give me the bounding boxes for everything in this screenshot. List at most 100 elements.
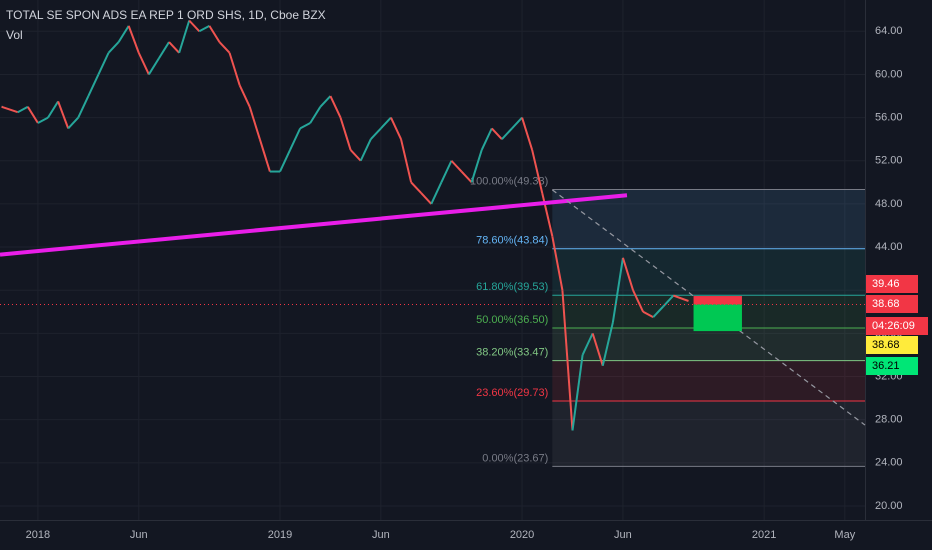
- price-segment: [460, 170, 473, 184]
- price-segment: [380, 116, 392, 130]
- fib-zone: [552, 360, 865, 402]
- fib-label: 23.60%(29.73): [476, 387, 548, 399]
- price-segment: [117, 25, 130, 43]
- price-segment: [642, 310, 654, 319]
- price-label-bg: [866, 336, 918, 354]
- price-segment: [591, 333, 604, 367]
- price-segment: [491, 127, 503, 140]
- x-tick-label: Jun: [130, 529, 148, 541]
- price-segment: [97, 52, 110, 75]
- price-segment: [218, 41, 231, 54]
- price-segment: [26, 106, 39, 124]
- price-segment: [390, 117, 402, 140]
- price-segment: [551, 236, 564, 291]
- price-segment: [420, 192, 433, 205]
- y-tick-label: 52.00: [875, 155, 903, 167]
- price-segment: [632, 289, 645, 313]
- price-segment: [511, 116, 523, 130]
- stop-zone: [693, 296, 742, 305]
- price-segment: [208, 25, 221, 43]
- trend-line: [0, 193, 628, 257]
- price-label-bg: [866, 317, 928, 335]
- price-segment: [1, 105, 19, 114]
- price-segment: [279, 149, 291, 172]
- price-segment: [430, 181, 443, 205]
- y-tick-label: 60.00: [875, 68, 903, 80]
- target-zone: [693, 304, 742, 332]
- y-tick-label: 56.00: [875, 111, 903, 123]
- price-segment: [57, 101, 70, 129]
- price-segment: [228, 52, 241, 86]
- price-segment: [561, 290, 574, 431]
- price-segment: [581, 332, 594, 356]
- price-segment: [319, 95, 332, 108]
- y-tick-label: 64.00: [875, 25, 903, 37]
- price-segment: [248, 106, 261, 140]
- grid: [0, 0, 865, 520]
- price-segment: [450, 160, 463, 173]
- price-segment: [77, 95, 90, 119]
- price-segment: [531, 149, 544, 194]
- price-segment: [470, 149, 483, 183]
- price-segment: [611, 257, 624, 323]
- x-tick-label: 2020: [510, 529, 534, 541]
- fib-zone: [552, 248, 865, 296]
- volume-label: Vol: [6, 28, 23, 42]
- price-label: 36.21: [872, 360, 900, 372]
- fib-label: 0.00%(23.67): [482, 452, 548, 464]
- x-tick-label: Jun: [372, 529, 390, 541]
- price-label-bg: [866, 275, 918, 293]
- price-segment: [67, 116, 80, 130]
- y-tick-label: 20.00: [875, 500, 903, 512]
- fib-zone: [552, 189, 865, 249]
- price-segment: [440, 160, 453, 183]
- y-tick-label: 24.00: [875, 457, 903, 469]
- price-segment: [198, 25, 210, 33]
- price-label: 38.68: [872, 339, 900, 351]
- price-label: 04:26:09: [872, 320, 915, 332]
- price-series: [1, 19, 689, 431]
- price-segment: [410, 181, 422, 194]
- price-segment: [17, 105, 29, 114]
- price-segment: [652, 305, 665, 318]
- price-segment: [258, 138, 271, 172]
- price-segment: [309, 106, 322, 124]
- price-segment: [521, 117, 534, 151]
- fib-zone: [552, 401, 865, 467]
- x-tick-label: 2019: [268, 529, 292, 541]
- projection-line: [551, 189, 866, 426]
- x-tick-label: Jun: [614, 529, 632, 541]
- y-tick-label: 48.00: [875, 198, 903, 210]
- price-segment: [359, 138, 372, 162]
- price-segment: [158, 41, 170, 59]
- fib-label: 100.00%(49.33): [470, 175, 548, 187]
- fib-label: 61.80%(39.53): [476, 281, 548, 293]
- price-segment: [47, 100, 59, 119]
- price-segment: [87, 74, 100, 97]
- axes: 20.0024.0028.0032.0036.0040.0044.0048.00…: [26, 25, 928, 541]
- price-segment: [349, 149, 362, 162]
- price-segment: [178, 20, 191, 54]
- drawings: [0, 189, 866, 426]
- price-label-bg: [866, 295, 918, 313]
- price-segment: [188, 19, 201, 32]
- price-segment: [541, 192, 554, 237]
- fib-label: 78.60%(43.84): [476, 235, 548, 247]
- price-segment: [238, 84, 251, 108]
- price-segment: [37, 116, 49, 124]
- y-tick-label: 28.00: [875, 414, 903, 426]
- price-segment: [289, 127, 302, 151]
- fib-label: 50.00%(36.50): [476, 314, 548, 326]
- price-label: 38.68: [872, 298, 900, 310]
- price-segment: [673, 294, 689, 302]
- price-segment: [501, 127, 513, 140]
- x-tick-label: May: [834, 529, 855, 541]
- price-segment: [400, 138, 413, 183]
- price-label-bg: [866, 357, 918, 375]
- price-label: 39.46: [872, 278, 900, 290]
- price-segment: [339, 117, 352, 151]
- price-segment: [168, 41, 180, 54]
- price-segment: [480, 127, 493, 151]
